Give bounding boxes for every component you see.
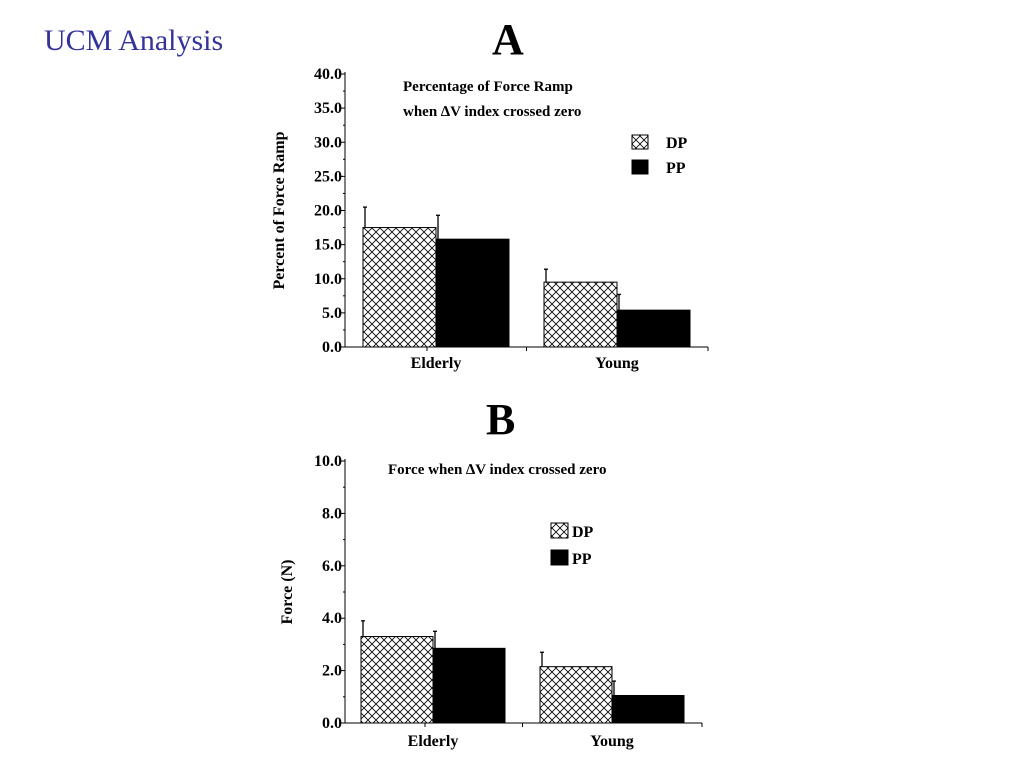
bar-dp [362, 227, 437, 348]
legend-swatch-dp [550, 522, 569, 539]
y-tick-label: 15.0 [314, 237, 342, 254]
slide-title: UCM Analysis [44, 24, 224, 57]
x-tick-label: Young [590, 733, 634, 750]
y-axis-label: Percent of Force Ramp [271, 131, 288, 289]
x-tick-label: Elderly [411, 355, 462, 372]
bar-dp [543, 281, 618, 348]
y-tick-label: 10.0 [314, 271, 342, 288]
y-axis-label: Force (N) [279, 560, 296, 625]
y-tick-label: 8.0 [322, 505, 342, 522]
legend-swatch-pp [631, 159, 649, 175]
x-tick-label: Elderly [408, 733, 459, 750]
y-tick-label: 6.0 [322, 558, 342, 575]
legend-swatch-dp [631, 134, 649, 150]
legend-label-dp: DP [572, 524, 594, 541]
bar-dp [360, 636, 434, 724]
y-tick-label: 20.0 [314, 203, 342, 220]
y-tick-label: 10.0 [314, 453, 342, 470]
panel-label-a: A [492, 15, 524, 64]
legend-label-pp: PP [666, 160, 686, 177]
legend-swatch-pp [550, 549, 569, 566]
y-tick-label: 0.0 [322, 715, 342, 732]
chart-title: Percentage of Force Ramp [403, 79, 573, 95]
y-tick-label: 0.0 [322, 339, 342, 356]
x-tick-label: Young [595, 355, 639, 372]
bar-pp [432, 647, 506, 724]
chart-title: Force when ∆V index crossed zero [388, 462, 606, 478]
y-tick-label: 5.0 [322, 305, 342, 322]
y-tick-label: 40.0 [314, 66, 342, 83]
bar-pp [611, 694, 685, 724]
legend-label-dp: DP [666, 135, 688, 152]
bar-pp [435, 238, 510, 348]
y-tick-label: 4.0 [322, 610, 342, 627]
chart-title: when ∆V index crossed zero [403, 104, 581, 120]
bar-dp [539, 666, 613, 724]
y-tick-label: 25.0 [314, 168, 342, 185]
bar-pp [616, 309, 691, 348]
panel-label-b: B [486, 395, 516, 444]
y-tick-label: 30.0 [314, 134, 342, 151]
legend-label-pp: PP [572, 551, 592, 568]
y-tick-label: 2.0 [322, 663, 342, 680]
y-tick-label: 35.0 [314, 100, 342, 117]
